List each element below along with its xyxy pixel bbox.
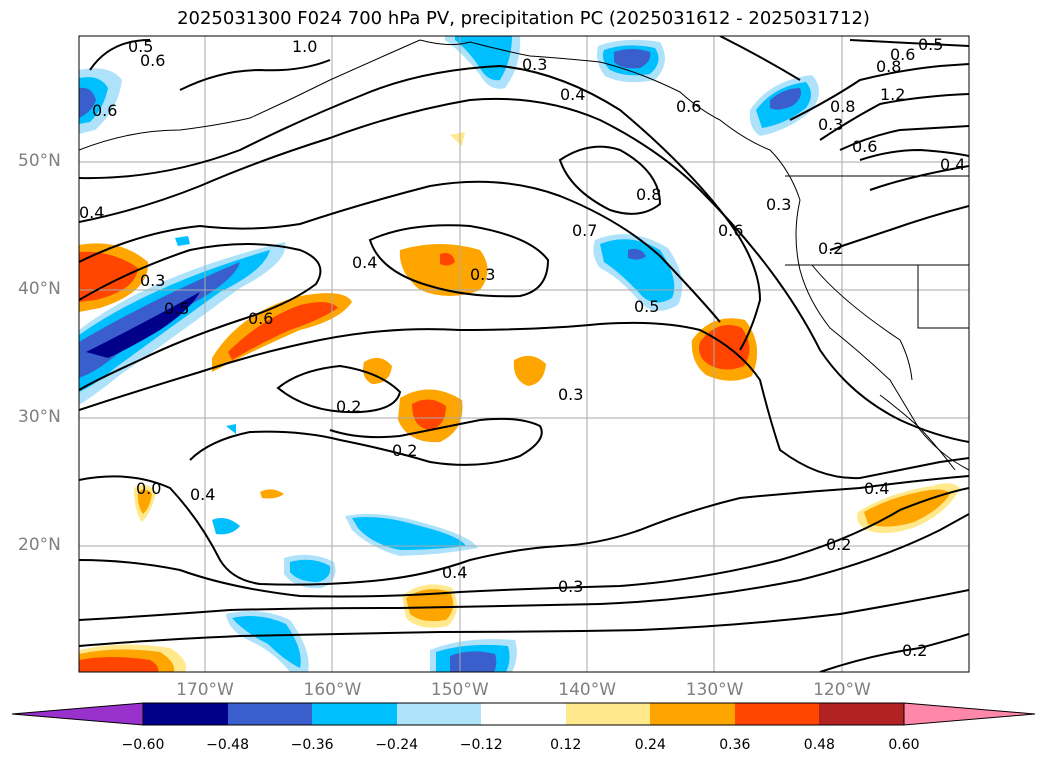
- colorbar-tick-label: −0.24: [375, 737, 419, 753]
- lat-label: 40°N: [18, 279, 61, 299]
- map-frame: [78, 35, 970, 673]
- colorbar-tick-label: 0.36: [719, 737, 751, 753]
- colorbar-segment: [143, 703, 228, 725]
- contour-label: 0.3: [140, 271, 165, 290]
- colorbar-segment: [228, 703, 312, 725]
- contour-label: 0.4: [190, 485, 215, 504]
- colorbar-segment: [650, 703, 735, 725]
- coastlines: [79, 39, 969, 471]
- lon-label: 150°W: [430, 680, 489, 700]
- colorbar-tick-label: −0.48: [206, 737, 249, 753]
- colorbar-segment: [312, 703, 397, 725]
- contour-label: 0.7: [572, 221, 597, 240]
- contour-label: 0.6: [248, 309, 273, 328]
- contour-label: 0.5: [128, 37, 153, 56]
- contour-label: 0.0: [136, 479, 161, 498]
- contour-label: 0.4: [940, 155, 965, 174]
- contour-label: 1.0: [292, 37, 317, 56]
- contour-label: 0.3: [470, 265, 495, 284]
- colorbar-tick-label: −0.36: [290, 737, 334, 753]
- contour-label: 0.6: [890, 45, 915, 64]
- contour-label: 0.2: [818, 239, 843, 258]
- colorbar-tick-label: 0.24: [634, 737, 666, 753]
- contour-label: 0.6: [852, 137, 877, 156]
- colorbar-extend-min: [11, 702, 144, 726]
- colorbar-segment: [819, 703, 904, 725]
- contour-label: 0.4: [79, 203, 104, 222]
- contour-label: 0.2: [902, 641, 927, 660]
- colorbar-tick-label: 0.48: [803, 737, 835, 753]
- lat-label: 50°N: [18, 151, 61, 171]
- contour-label: 0.5: [634, 297, 659, 316]
- contour-label: 0.4: [352, 253, 377, 272]
- contour-label: 0.8: [876, 57, 901, 76]
- lat-label: 30°N: [18, 407, 61, 427]
- contour-label: 0.5: [918, 35, 943, 54]
- colorbar-tick-label: 0.60: [888, 737, 920, 753]
- contour-label: 0.8: [830, 97, 855, 116]
- lon-label: 170°W: [176, 680, 234, 700]
- contour-label: 0.3: [522, 55, 547, 74]
- contour-label: 0.3: [558, 385, 583, 404]
- colorbar-tick-label: −0.60: [121, 737, 165, 753]
- contour-label: 0.6: [718, 221, 743, 240]
- contour-label: 0.3: [558, 577, 583, 596]
- contour-label: 0.3: [818, 115, 843, 134]
- lon-label: 130°W: [685, 680, 744, 700]
- lat-label: 20°N: [18, 535, 61, 555]
- contour-label: 0.5: [164, 299, 189, 318]
- lon-label: 160°W: [303, 680, 362, 700]
- colorbar-extend-max: [903, 702, 1036, 726]
- contour-label: 0.6: [140, 51, 165, 70]
- colorbar: [11, 702, 1036, 726]
- lon-label: 140°W: [558, 680, 617, 700]
- contour-label: 0.4: [560, 85, 585, 104]
- lon-label: 120°W: [813, 680, 871, 700]
- contour-label: 0.6: [92, 101, 117, 120]
- pv-contours: [79, 36, 969, 672]
- colorbar-tick-label: −0.12: [459, 737, 503, 753]
- contour-label: 0.4: [442, 563, 467, 582]
- contour-label: 1.2: [880, 85, 905, 104]
- colorbar-segment: [566, 703, 650, 725]
- contour-label: 0.8: [636, 185, 661, 204]
- colorbar-segment: [481, 703, 566, 725]
- contour-label: 0.3: [766, 195, 791, 214]
- contour-label: 0.2: [826, 535, 851, 554]
- contour-label: 0.2: [336, 397, 361, 416]
- colorbar-tick-label: 0.12: [550, 737, 582, 753]
- contour-label: 0.6: [676, 97, 701, 116]
- contour-label: 0.4: [864, 479, 889, 498]
- colorbar-segment: [735, 703, 819, 725]
- contour-label: 0.2: [392, 441, 417, 460]
- map-title: 2025031300 F024 700 hPa PV, precipitatio…: [177, 8, 870, 29]
- colorbar-segment: [397, 703, 481, 725]
- contour-labels: 0.5 1.0 0.6 0.6 0.3 0.4 0.6 0.6 0.5 0.8 …: [79, 35, 965, 660]
